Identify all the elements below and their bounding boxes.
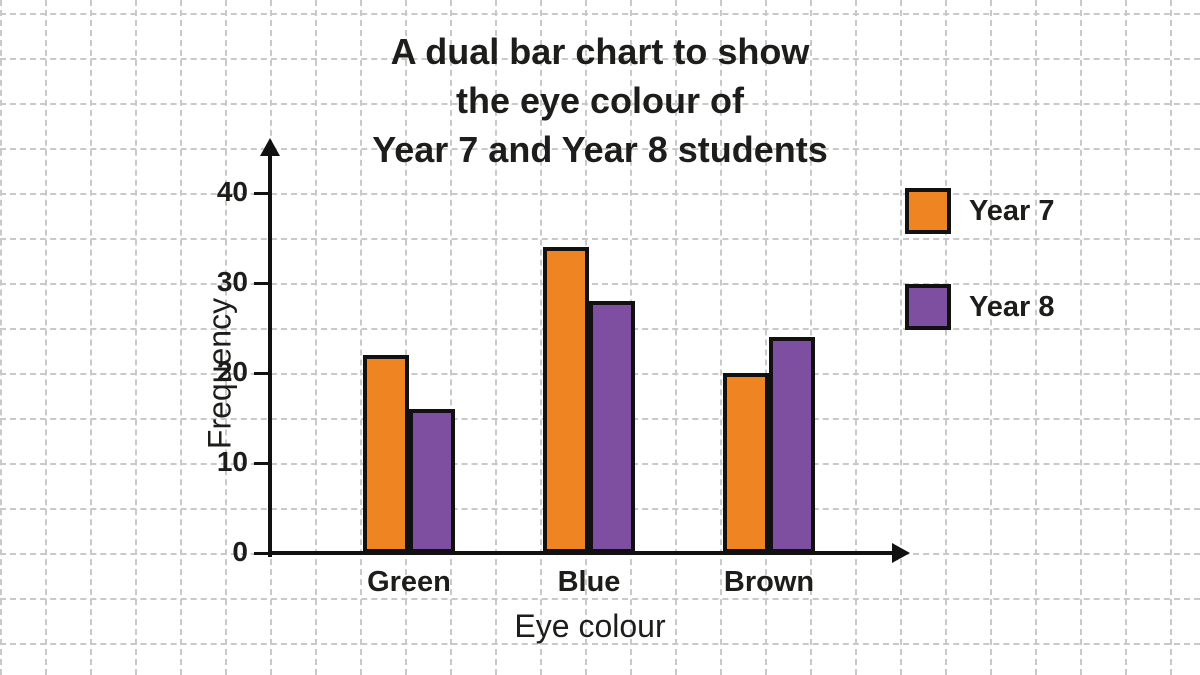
bar-year8-brown	[769, 337, 815, 553]
legend-swatch-icon	[905, 284, 951, 330]
y-tick-label: 30	[216, 266, 248, 297]
chart-title-line-1: A dual bar chart to show	[390, 31, 810, 72]
category-label-brown: Brown	[723, 566, 815, 598]
bar-year8-green	[409, 409, 455, 553]
category-label-blue: Blue	[557, 566, 621, 598]
gridline-vertical	[540, 0, 542, 675]
legend-label: Year 8	[969, 290, 1055, 323]
gridline-vertical	[450, 0, 452, 675]
gridline-vertical	[495, 0, 497, 675]
gridline-vertical	[900, 0, 902, 675]
gridline-vertical	[135, 0, 137, 675]
chart-title-line-3: Year 7 and Year 8 students	[372, 128, 828, 170]
gridline-vertical	[675, 0, 677, 675]
chart-title: A dual bar chart to show the eye colour …	[150, 28, 1050, 175]
legend: Year 7 Year 8	[905, 188, 1054, 380]
y-tick-mark	[254, 192, 270, 195]
gridline-vertical	[90, 0, 92, 675]
gridline-horizontal	[0, 598, 1200, 600]
y-tick-mark	[254, 552, 270, 555]
gridline-horizontal	[0, 643, 1200, 645]
gridline-horizontal	[0, 13, 1200, 15]
y-tick-mark	[254, 372, 270, 375]
y-axis-arrow-icon	[260, 138, 280, 156]
legend-label: Year 7	[969, 194, 1055, 227]
y-tick-mark	[254, 282, 270, 285]
y-tick-mark	[254, 462, 270, 465]
bar-year7-green	[363, 355, 409, 553]
gridline-horizontal	[0, 193, 1200, 195]
gridline-vertical	[945, 0, 947, 675]
gridline-horizontal	[0, 103, 1200, 105]
gridline-vertical	[180, 0, 182, 675]
gridline-vertical	[315, 0, 317, 675]
gridline-vertical	[1170, 0, 1172, 675]
category-label-green: Green	[367, 566, 451, 598]
x-axis	[268, 551, 896, 555]
y-tick-label: 10	[216, 446, 248, 477]
gridline-vertical	[720, 0, 722, 675]
legend-swatch-icon	[905, 188, 951, 234]
chart-title-line-2: the eye colour of	[455, 79, 745, 121]
gridline-vertical	[1125, 0, 1127, 675]
gridline-vertical	[765, 0, 767, 675]
gridline-vertical	[225, 0, 227, 675]
gridline-vertical	[990, 0, 992, 675]
gridline-horizontal	[0, 283, 1200, 285]
gridline-vertical	[360, 0, 362, 675]
legend-entry-year7: Year 7	[905, 188, 1054, 234]
x-axis-title: Eye colour	[514, 608, 666, 644]
gridline-vertical	[45, 0, 47, 675]
y-axis	[268, 152, 272, 557]
gridline-vertical	[1035, 0, 1037, 675]
x-axis-arrow-icon	[892, 543, 910, 563]
legend-entry-year8: Year 8	[905, 284, 1054, 330]
bar-year8-blue	[589, 301, 635, 553]
gridline-horizontal	[0, 238, 1200, 240]
y-tick-label: 20	[216, 356, 248, 387]
gridline-vertical	[0, 0, 2, 675]
y-axis-title: Frequency	[201, 297, 238, 450]
y-tick-label: 0	[232, 536, 248, 567]
gridline-vertical	[855, 0, 857, 675]
gridline-horizontal	[0, 148, 1200, 150]
gridline-vertical	[1080, 0, 1082, 675]
gridline-horizontal	[0, 58, 1200, 60]
bar-year7-blue	[543, 247, 589, 553]
gridline-vertical	[405, 0, 407, 675]
y-tick-label: 40	[216, 176, 248, 207]
bar-year7-brown	[723, 373, 769, 553]
